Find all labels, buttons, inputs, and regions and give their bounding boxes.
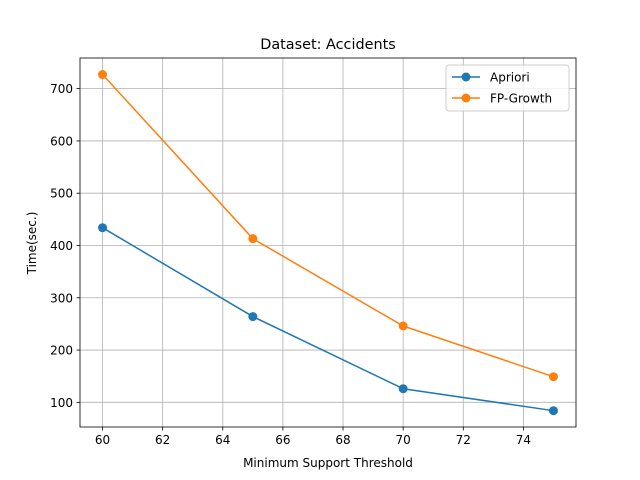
series-line-fp-growth <box>101 74 554 378</box>
legend: Apriori FP-Growth <box>445 64 570 112</box>
x-tick-label: 74 <box>516 433 531 447</box>
legend-label-fp-growth: FP-Growth <box>490 92 552 106</box>
plot-area-frame <box>79 57 577 428</box>
data-point-apriori <box>98 223 108 233</box>
x-tick-label: 62 <box>155 433 170 447</box>
data-point-apriori <box>548 406 558 416</box>
data-point-fp-growth <box>98 70 108 80</box>
series-line-apriori <box>102 227 554 412</box>
legend-entry-fp-growth: FP-Growth <box>452 92 552 106</box>
y-tick-label: 300 <box>50 291 73 305</box>
x-axis-label: Minimum Support Threshold <box>243 456 413 470</box>
data-point-apriori <box>398 384 408 394</box>
y-tick-label: 700 <box>50 82 73 96</box>
legend-marker-apriori <box>461 72 471 82</box>
chart-title: Dataset: Accidents <box>260 37 395 53</box>
legend-marker-fp-growth <box>461 93 471 103</box>
series-layer <box>98 70 558 416</box>
y-tick-label: 500 <box>50 187 73 201</box>
x-tick-label: 68 <box>335 433 350 447</box>
x-tick-label: 66 <box>275 433 290 447</box>
y-tick-label: 600 <box>50 134 73 148</box>
data-point-fp-growth <box>248 234 258 244</box>
y-tick-label: 200 <box>50 344 73 358</box>
x-tick-label: 60 <box>95 433 110 447</box>
x-tick-label: 72 <box>456 433 471 447</box>
grid <box>80 58 576 427</box>
data-point-apriori <box>248 312 258 322</box>
axis-ticks: 60 62 64 66 68 70 72 74 100 200 300 400 500 600 700 <box>50 82 531 447</box>
y-axis-label: Time(sec.) <box>25 212 39 276</box>
y-tick-label: 400 <box>50 239 73 253</box>
data-point-fp-growth <box>398 321 408 331</box>
legend-entry-apriori: Apriori <box>452 71 530 85</box>
data-point-fp-growth <box>548 372 558 382</box>
x-tick-label: 70 <box>396 433 411 447</box>
x-tick-label: 64 <box>215 433 230 447</box>
legend-label-apriori: Apriori <box>490 71 530 85</box>
y-tick-label: 100 <box>50 396 73 410</box>
